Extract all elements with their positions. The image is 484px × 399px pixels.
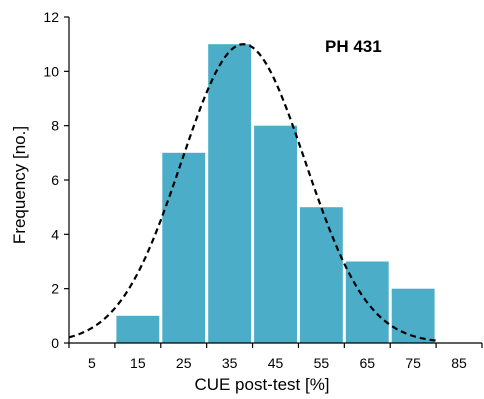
y-tick-label: 2: [51, 281, 59, 297]
x-ticks: 5 15 25 35 45 55 65 75 85: [68, 343, 483, 371]
x-tick-label: 15: [130, 355, 146, 371]
histogram-bar-15: [116, 315, 160, 343]
y-tick-label: 4: [51, 226, 59, 242]
y-tick-label: 0: [51, 335, 59, 351]
x-tick-label: 25: [176, 355, 192, 371]
y-tick-label: 8: [51, 118, 59, 134]
x-tick-label: 65: [359, 355, 375, 371]
y-tick-label: 12: [43, 9, 59, 25]
x-tick-label: 5: [88, 355, 96, 371]
normal-fit-curve: [68, 43, 437, 342]
y-axis-label: Frequency [no.]: [10, 126, 29, 244]
x-tick-label: 75: [405, 355, 421, 371]
y-tick-label: 10: [43, 63, 59, 79]
x-tick-label: 85: [451, 355, 467, 371]
x-tick-label: 35: [222, 355, 238, 371]
bars-layer: [116, 44, 435, 343]
y-ticks: 0 2 4 6 8 10 12: [43, 9, 69, 351]
histogram-bar-25: [162, 152, 206, 343]
x-tick-label: 45: [268, 355, 284, 371]
y-tick-label: 6: [51, 172, 59, 188]
histogram-bar-75: [391, 288, 435, 343]
histogram-bar-35: [208, 44, 252, 343]
x-axis-label: CUE post-test [%]: [194, 375, 329, 394]
histogram-bar-45: [254, 125, 297, 343]
histogram-bar-55: [299, 207, 343, 343]
chart-annotation: PH 431: [325, 37, 382, 56]
x-tick-label: 55: [314, 355, 330, 371]
